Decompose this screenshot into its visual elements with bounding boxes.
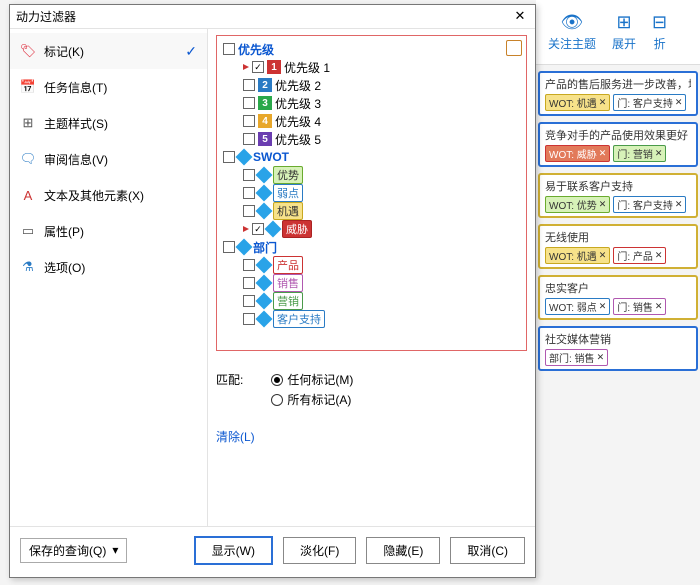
group-label: SWOT [253, 150, 289, 164]
group-checkbox[interactable] [223, 241, 235, 253]
sidebar-icon: 🗨 [20, 151, 36, 167]
ribbon-button[interactable]: 👁关注主题 [540, 8, 604, 56]
ribbon-button[interactable]: ⊟折 [644, 8, 675, 56]
tag-tree: 优先级1优先级 12优先级 23优先级 34优先级 45优先级 5SWOT优势弱… [216, 35, 527, 351]
item-checkbox[interactable] [243, 259, 255, 271]
calendar-icon[interactable] [506, 40, 522, 56]
topic-card[interactable]: 无线使用WOT: 机遇✕门: 产品✕ [538, 224, 698, 269]
tag-icon [256, 275, 273, 292]
priority-icon: 1 [267, 60, 281, 74]
card-chip: WOT: 优势✕ [545, 196, 610, 213]
tag-icon [265, 221, 282, 238]
fade-button[interactable]: 淡化(F) [283, 537, 356, 564]
item-checkbox[interactable] [243, 115, 255, 127]
card-chip: 部门: 销售✕ [545, 349, 608, 366]
tag-icon [256, 185, 273, 202]
priority-icon: 4 [258, 114, 272, 128]
card-chip: 门: 客户支持✕ [613, 94, 686, 111]
tag-icon [236, 149, 253, 166]
tag-icon [256, 311, 273, 328]
sidebar-icon: 🏷 [20, 43, 36, 59]
match-label: 匹配: [216, 371, 243, 408]
sidebar-icon: ⊞ [20, 115, 36, 131]
check-icon: ✓ [185, 43, 197, 60]
priority-icon: 2 [258, 78, 272, 92]
dialog-title: 动力过滤器 [16, 8, 511, 25]
item-checkbox[interactable] [243, 313, 255, 325]
card-chip: 门: 营销✕ [613, 145, 666, 162]
item-checkbox[interactable] [243, 295, 255, 307]
item-checkbox[interactable] [243, 205, 255, 217]
sidebar-item[interactable]: A文本及其他元素(X) [10, 177, 207, 213]
tag-icon [256, 257, 273, 274]
group-label: 部门 [253, 239, 277, 256]
item-checkbox[interactable] [243, 133, 255, 145]
item-checkbox[interactable] [243, 97, 255, 109]
card-chip: WOT: 弱点✕ [545, 298, 610, 315]
item-checkbox[interactable] [243, 169, 255, 181]
close-icon[interactable]: ✕ [511, 8, 529, 26]
show-button[interactable]: 显示(W) [194, 536, 273, 565]
tag-icon [256, 293, 273, 310]
flag-icon [243, 64, 249, 70]
tag-icon [256, 203, 273, 220]
item-checkbox[interactable] [243, 79, 255, 91]
card-chip: 门: 销售✕ [613, 298, 666, 315]
hide-button[interactable]: 隐藏(E) [366, 537, 440, 564]
sidebar-item[interactable]: 🏷标记(K)✓ [10, 33, 207, 69]
card-chip: 门: 客户支持✕ [613, 196, 686, 213]
tag-pill: 威胁 [282, 220, 312, 238]
chevron-down-icon: ▾ [112, 543, 118, 557]
item-checkbox[interactable] [243, 277, 255, 289]
match-any-radio[interactable]: 任何标记(M) [271, 371, 353, 388]
card-chip: WOT: 机遇✕ [545, 94, 610, 111]
saved-queries-dropdown[interactable]: 保存的查询(Q)▾ [20, 538, 127, 563]
clear-link[interactable]: 清除(L) [216, 428, 527, 445]
sidebar-icon: 📅 [20, 79, 36, 95]
tag-pill: 营销 [273, 292, 303, 310]
topic-card[interactable]: 社交媒体营销部门: 销售✕ [538, 326, 698, 371]
item-checkbox[interactable] [243, 187, 255, 199]
flag-icon [243, 226, 249, 232]
topic-card[interactable]: 易于联系客户支持WOT: 优势✕门: 客户支持✕ [538, 173, 698, 218]
priority-icon: 5 [258, 132, 272, 146]
tag-pill: 产品 [273, 256, 303, 274]
cancel-button[interactable]: 取消(C) [450, 537, 525, 564]
topic-card[interactable]: 竞争对手的产品使用效果更好WOT: 威胁✕门: 营销✕ [538, 122, 698, 167]
tag-pill: 优势 [273, 166, 303, 184]
tag-pill: 机遇 [273, 202, 303, 220]
tag-icon [236, 239, 253, 256]
sidebar: 🏷标记(K)✓📅任务信息(T)⊞主题样式(S)🗨审阅信息(V)A文本及其他元素(… [10, 29, 208, 526]
match-all-radio[interactable]: 所有标记(A) [271, 391, 353, 408]
sidebar-item[interactable]: ⚗选项(O) [10, 249, 207, 285]
sidebar-item[interactable]: 📅任务信息(T) [10, 69, 207, 105]
tag-pill: 弱点 [273, 184, 303, 202]
topic-card[interactable]: 产品的售后服务进一步改善，增WOT: 机遇✕门: 客户支持✕ [538, 71, 698, 116]
sidebar-item[interactable]: ▭属性(P) [10, 213, 207, 249]
tag-icon [256, 167, 273, 184]
card-chip: WOT: 机遇✕ [545, 247, 610, 264]
sidebar-item[interactable]: 🗨审阅信息(V) [10, 141, 207, 177]
card-chip: WOT: 威胁✕ [545, 145, 610, 162]
tag-pill: 销售 [273, 274, 303, 292]
sidebar-icon: ▭ [20, 223, 36, 239]
priority-icon: 3 [258, 96, 272, 110]
group-label: 优先级 [238, 41, 274, 58]
group-checkbox[interactable] [223, 151, 235, 163]
sidebar-icon: A [20, 187, 36, 203]
item-checkbox[interactable] [252, 223, 264, 235]
item-checkbox[interactable] [252, 61, 264, 73]
sidebar-icon: ⚗ [20, 259, 36, 275]
topic-card[interactable]: 忠实客户WOT: 弱点✕门: 销售✕ [538, 275, 698, 320]
tag-pill: 客户支持 [273, 310, 325, 328]
filter-dialog: 动力过滤器 ✕ 🏷标记(K)✓📅任务信息(T)⊞主题样式(S)🗨审阅信息(V)A… [9, 4, 536, 578]
ribbon-button[interactable]: ⊞展开 [604, 8, 644, 56]
sidebar-item[interactable]: ⊞主题样式(S) [10, 105, 207, 141]
card-chip: 门: 产品✕ [613, 247, 666, 264]
group-checkbox[interactable] [223, 43, 235, 55]
